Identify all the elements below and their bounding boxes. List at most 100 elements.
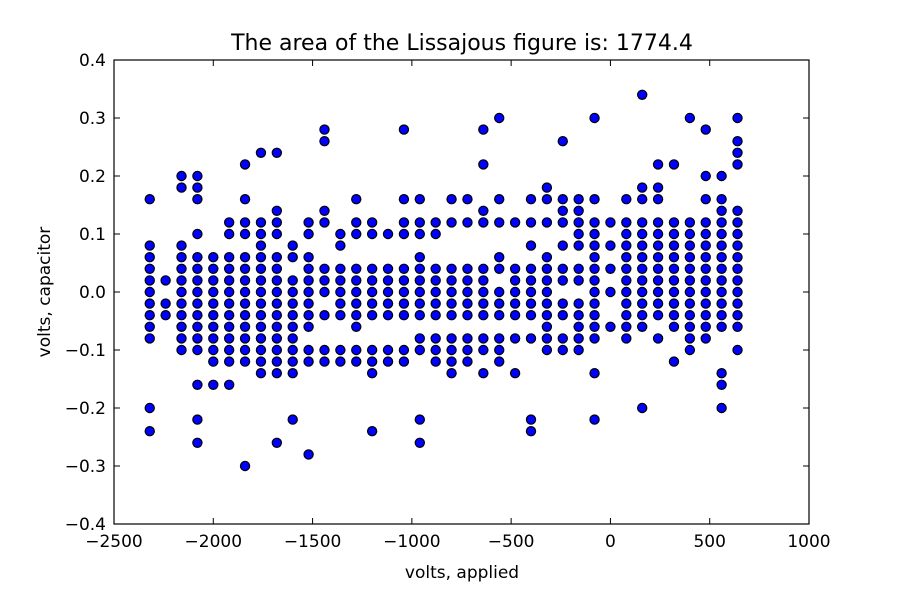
scatter-point (335, 298, 346, 309)
scatter-point (732, 275, 743, 286)
scatter-point (303, 263, 314, 274)
scatter-point (637, 252, 648, 263)
scatter-point (287, 321, 298, 332)
scatter-point (621, 228, 632, 240)
scatter-point (366, 263, 378, 274)
scatter-point (398, 310, 410, 321)
scatter-point (255, 298, 267, 309)
scatter-point (271, 286, 283, 298)
scatter-point (637, 193, 648, 205)
scatter-point (668, 263, 680, 274)
scatter-point (557, 344, 568, 356)
scatter-point (303, 286, 314, 298)
scatter-point (303, 321, 314, 332)
scatter-point (223, 228, 235, 240)
scatter-point (716, 379, 727, 390)
scatter-point (398, 193, 410, 205)
scatter-point (271, 356, 283, 367)
scatter-point (605, 217, 616, 228)
scatter-point (430, 228, 441, 240)
scatter-point (716, 368, 727, 379)
scatter-point (621, 193, 632, 205)
scatter-point (255, 368, 267, 379)
scatter-point (573, 217, 584, 228)
scatter-point (176, 263, 187, 274)
scatter-point (525, 298, 537, 309)
scatter-point (366, 310, 378, 321)
scatter-point (684, 286, 696, 298)
scatter-point (605, 321, 616, 332)
scatter-point (700, 321, 711, 332)
scatter-point (605, 240, 616, 251)
scatter-point (573, 193, 584, 205)
scatter-point (621, 298, 632, 309)
scatter-point (144, 263, 155, 274)
scatter-point (319, 344, 330, 356)
scatter-point (525, 310, 537, 321)
scatter-point (462, 286, 473, 298)
scatter-point (494, 263, 505, 274)
scatter-point (573, 321, 584, 332)
scatter-point (446, 286, 457, 298)
scatter-point (335, 240, 346, 251)
scatter-point (446, 368, 457, 379)
scatter-point (525, 263, 537, 274)
scatter-point (509, 275, 521, 286)
scatter-point (684, 344, 696, 356)
scatter-point (319, 124, 330, 135)
scatter-point (684, 310, 696, 321)
scatter-point (223, 263, 235, 274)
scatter-point (382, 228, 394, 240)
scatter-point (573, 310, 584, 321)
scatter-point (144, 240, 155, 251)
scatter-point (271, 344, 283, 356)
scatter-point (430, 356, 441, 367)
scatter-point (700, 124, 711, 135)
scatter-point (509, 298, 521, 309)
scatter-point (319, 135, 330, 147)
scatter-point (351, 228, 362, 240)
scatter-point (192, 182, 203, 193)
scatter-point (398, 217, 410, 228)
scatter-point (319, 356, 330, 367)
scatter-point (621, 217, 632, 228)
scatter-point (303, 310, 314, 321)
scatter-point (732, 286, 743, 298)
scatter-point (351, 298, 362, 309)
scatter-point (589, 263, 600, 274)
x-tick-label: 0 (605, 532, 616, 552)
scatter-point (716, 286, 727, 298)
scatter-point (271, 205, 283, 216)
x-tick-label: −1500 (284, 532, 342, 552)
scatter-point (684, 321, 696, 332)
scatter-point (430, 310, 441, 321)
scatter-point (319, 205, 330, 216)
scatter-point (192, 437, 203, 448)
scatter-point (192, 298, 203, 309)
scatter-point (430, 298, 441, 309)
scatter-point (621, 240, 632, 251)
scatter-point (668, 321, 680, 332)
scatter-point (541, 275, 553, 286)
scatter-point (478, 217, 489, 228)
scatter-point (621, 321, 632, 332)
scatter-point (239, 344, 251, 356)
scatter-point (525, 217, 537, 228)
scatter-point (668, 240, 680, 251)
scatter-point (335, 286, 346, 298)
scatter-point (589, 333, 600, 344)
scatter-point (287, 344, 298, 356)
scatter-point (700, 252, 711, 263)
scatter-point (223, 310, 235, 321)
scatter-point (192, 228, 203, 240)
scatter-point (414, 298, 425, 309)
scatter-point (462, 263, 473, 274)
scatter-point (430, 275, 441, 286)
scatter-point (239, 298, 251, 309)
scatter-point (223, 344, 235, 356)
scatter-point (700, 298, 711, 309)
scatter-point (621, 252, 632, 263)
scatter-point (287, 286, 298, 298)
scatter-point (255, 228, 267, 240)
scatter-point (637, 402, 648, 414)
